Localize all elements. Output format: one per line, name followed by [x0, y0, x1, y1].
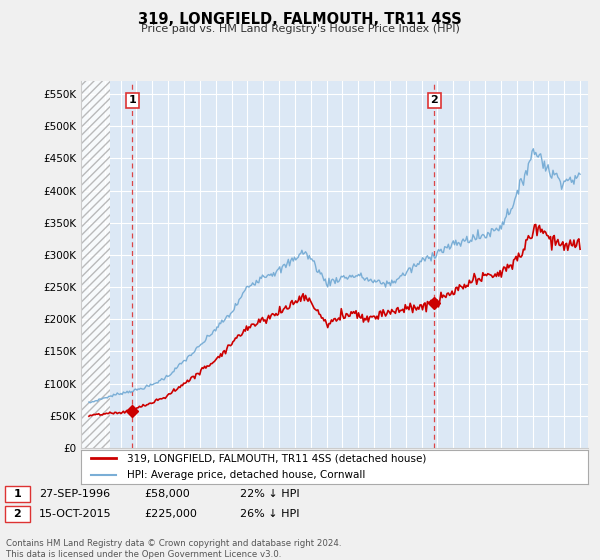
Text: 1: 1	[14, 489, 21, 499]
Text: £225,000: £225,000	[144, 509, 197, 519]
Text: 22% ↓ HPI: 22% ↓ HPI	[240, 489, 299, 499]
Text: 27-SEP-1996: 27-SEP-1996	[39, 489, 110, 499]
Text: 1: 1	[128, 95, 136, 105]
Text: 2: 2	[430, 95, 438, 105]
Text: 319, LONGFIELD, FALMOUTH, TR11 4SS: 319, LONGFIELD, FALMOUTH, TR11 4SS	[138, 12, 462, 27]
Text: £58,000: £58,000	[144, 489, 190, 499]
Text: 26% ↓ HPI: 26% ↓ HPI	[240, 509, 299, 519]
Bar	[81, 81, 110, 448]
Text: Price paid vs. HM Land Registry's House Price Index (HPI): Price paid vs. HM Land Registry's House …	[140, 24, 460, 34]
Text: Contains HM Land Registry data © Crown copyright and database right 2024.
This d: Contains HM Land Registry data © Crown c…	[6, 539, 341, 559]
Text: 15-OCT-2015: 15-OCT-2015	[39, 509, 112, 519]
Text: 2: 2	[14, 509, 21, 519]
Text: HPI: Average price, detached house, Cornwall: HPI: Average price, detached house, Corn…	[127, 470, 365, 480]
Text: 319, LONGFIELD, FALMOUTH, TR11 4SS (detached house): 319, LONGFIELD, FALMOUTH, TR11 4SS (deta…	[127, 454, 426, 463]
